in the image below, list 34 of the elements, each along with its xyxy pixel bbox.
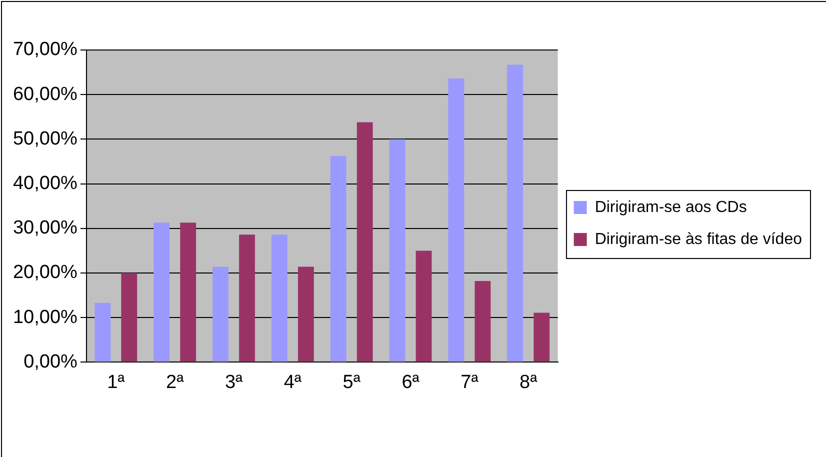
y-tick-label: 0,00% xyxy=(24,351,78,372)
bar xyxy=(212,266,228,362)
bar xyxy=(389,139,406,362)
bar xyxy=(534,312,550,362)
bar xyxy=(121,273,138,362)
legend-label: Dirigiram-se às fitas de vídeo xyxy=(594,230,802,248)
y-tick-label: 30,00% xyxy=(12,218,78,239)
y-tick-label: 20,00% xyxy=(12,262,78,284)
x-tick-label: 8ª xyxy=(520,372,538,393)
bar xyxy=(330,156,346,362)
y-tick-label: 40,00% xyxy=(12,173,78,194)
x-tick-label: 3ª xyxy=(224,372,244,393)
bar xyxy=(271,234,288,362)
x-tick-label: 5ª xyxy=(342,372,362,393)
x-tick-label: 4ª xyxy=(284,372,302,393)
legend-label: Dirigiram-se aos CDs xyxy=(594,198,747,216)
bar xyxy=(94,302,111,362)
y-tick-label: 60,00% xyxy=(12,84,78,105)
bar xyxy=(448,78,464,362)
bar xyxy=(356,122,373,362)
y-tick-label: 10,00% xyxy=(12,306,78,328)
bar xyxy=(298,266,314,362)
bar xyxy=(474,281,491,362)
x-tick-label: 6ª xyxy=(402,372,420,393)
bar xyxy=(154,222,170,362)
bar xyxy=(416,250,432,362)
bar xyxy=(507,64,524,362)
bar xyxy=(180,222,196,362)
y-tick-label: 70,00% xyxy=(12,39,78,60)
x-tick-label: 7ª xyxy=(460,372,480,393)
bar xyxy=(239,234,255,362)
y-tick-label: 50,00% xyxy=(12,128,78,150)
x-tick-label: 1ª xyxy=(107,372,126,393)
x-tick-label: 2ª xyxy=(166,372,185,393)
